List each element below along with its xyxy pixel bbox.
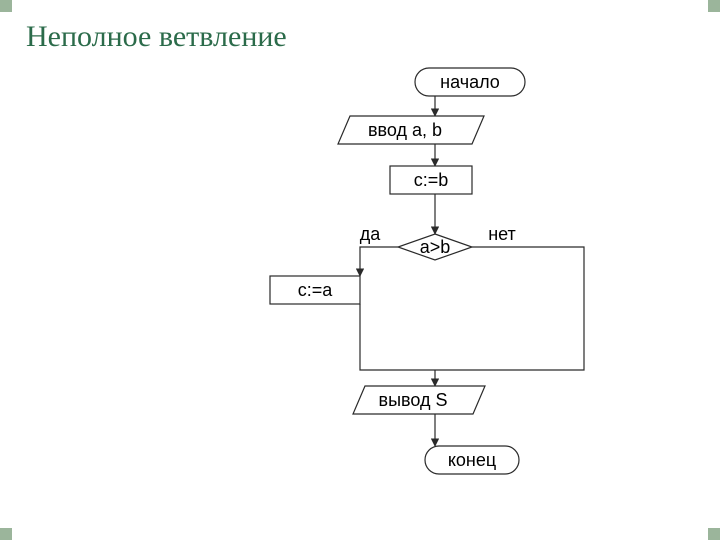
flow-label-assigna: c:=a	[298, 280, 334, 300]
flow-label-input: ввод a, b	[368, 120, 442, 140]
edge-cond-yes	[360, 247, 398, 276]
flow-label-cond: a>b	[420, 237, 451, 257]
flow-label-end: конец	[448, 450, 496, 470]
flow-label-no: нет	[488, 224, 516, 244]
flow-label-assignb: c:=b	[414, 170, 449, 190]
flowchart: начало ввод a, b c:=b a>b c:=a вывод S конец д…	[0, 0, 720, 540]
edge-assigna-merge	[360, 304, 435, 370]
flow-label-start: начало	[440, 72, 500, 92]
flow-label-output: вывод S	[379, 390, 448, 410]
edge-cond-no	[435, 247, 584, 370]
flow-label-yes: да	[360, 224, 382, 244]
